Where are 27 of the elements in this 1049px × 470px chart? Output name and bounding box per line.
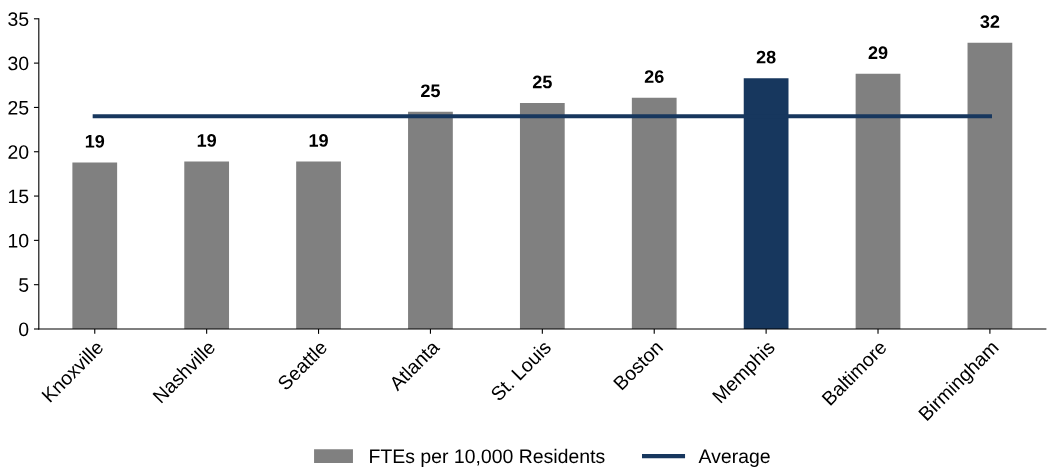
bar	[72, 162, 118, 329]
data-label: 28	[756, 50, 776, 64]
data-label: 29	[868, 46, 888, 60]
bar	[519, 103, 565, 329]
y-tick-label: 25	[8, 100, 29, 115]
bar	[967, 42, 1013, 329]
y-tick-label: 30	[8, 56, 29, 71]
y-tick-label: 10	[8, 233, 29, 248]
bar	[855, 73, 901, 329]
y-tick-label: 5	[19, 278, 29, 292]
bar	[631, 97, 677, 329]
bar	[408, 111, 453, 329]
data-label: 32	[980, 15, 1000, 29]
data-label: 19	[309, 134, 328, 147]
data-label: 19	[197, 134, 217, 147]
data-label: 25	[532, 75, 552, 89]
legend-label: FTEs per 10,000 Residents	[370, 448, 605, 467]
data-label: 19	[85, 134, 105, 148]
y-tick-label: 20	[8, 145, 29, 159]
data-label: 25	[421, 84, 440, 98]
bar	[184, 161, 230, 329]
y-tick-label: 15	[8, 189, 29, 204]
bar	[296, 161, 341, 329]
data-label: 26	[644, 70, 664, 83]
y-tick-label: 0	[19, 322, 29, 337]
legend-label: Average	[698, 449, 770, 467]
y-tick-label: 35	[8, 12, 29, 27]
